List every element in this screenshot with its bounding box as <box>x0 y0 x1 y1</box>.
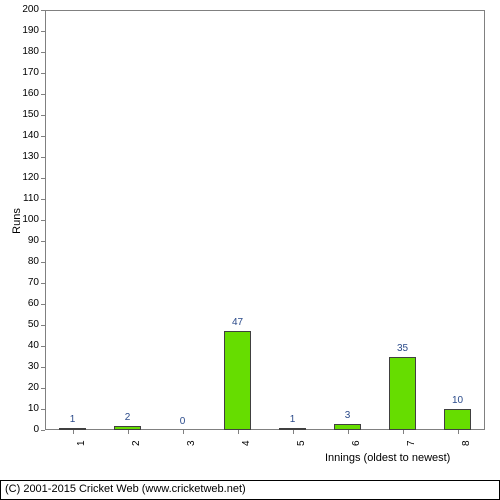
bar-value-label: 10 <box>443 395 473 406</box>
y-tick <box>41 367 45 368</box>
x-tick-label: 1 <box>76 440 87 446</box>
y-tick-label: 160 <box>15 88 39 99</box>
y-tick-label: 70 <box>15 277 39 288</box>
y-tick <box>41 409 45 410</box>
bar <box>444 409 470 430</box>
x-tick <box>458 430 459 434</box>
y-tick <box>41 10 45 11</box>
bar <box>389 357 415 431</box>
bar-value-label: 35 <box>388 343 418 354</box>
y-tick-label: 200 <box>15 4 39 15</box>
bar-value-label: 1 <box>58 414 88 425</box>
y-tick <box>41 325 45 326</box>
y-tick <box>41 31 45 32</box>
y-tick <box>41 94 45 95</box>
y-tick-label: 100 <box>15 214 39 225</box>
x-tick <box>128 430 129 434</box>
y-tick <box>41 136 45 137</box>
x-tick-label: 5 <box>296 440 307 446</box>
y-tick-label: 140 <box>15 130 39 141</box>
bar <box>334 424 360 430</box>
y-tick <box>41 73 45 74</box>
y-tick-label: 90 <box>15 235 39 246</box>
y-tick <box>41 262 45 263</box>
y-tick <box>41 283 45 284</box>
bar <box>224 331 250 430</box>
y-tick-label: 50 <box>15 319 39 330</box>
y-tick <box>41 178 45 179</box>
bar-value-label: 3 <box>333 410 363 421</box>
x-axis-label: Innings (oldest to newest) <box>325 452 450 464</box>
bar <box>59 428 85 430</box>
x-tick-label: 2 <box>131 440 142 446</box>
chart-container: Runs Innings (oldest to newest) 01020304… <box>0 0 500 480</box>
y-tick <box>41 52 45 53</box>
bar-value-label: 2 <box>113 412 143 423</box>
x-tick <box>348 430 349 434</box>
y-tick <box>41 304 45 305</box>
y-tick <box>41 220 45 221</box>
y-tick-label: 180 <box>15 46 39 57</box>
y-tick-label: 190 <box>15 25 39 36</box>
y-tick-label: 10 <box>15 403 39 414</box>
bar <box>279 428 305 430</box>
y-tick <box>41 241 45 242</box>
y-tick-label: 120 <box>15 172 39 183</box>
y-tick <box>41 115 45 116</box>
x-tick <box>238 430 239 434</box>
x-tick-label: 6 <box>351 440 362 446</box>
plot-area <box>45 10 485 430</box>
y-tick-label: 150 <box>15 109 39 120</box>
y-tick-label: 40 <box>15 340 39 351</box>
y-tick-label: 30 <box>15 361 39 372</box>
y-tick-label: 80 <box>15 256 39 267</box>
copyright-text: (C) 2001-2015 Cricket Web (www.cricketwe… <box>0 480 500 500</box>
y-tick-label: 130 <box>15 151 39 162</box>
y-tick-label: 0 <box>15 424 39 435</box>
x-tick <box>73 430 74 434</box>
bar-value-label: 47 <box>223 317 253 328</box>
y-tick <box>41 388 45 389</box>
bar-value-label: 0 <box>168 416 198 427</box>
x-tick-label: 8 <box>461 440 472 446</box>
x-tick <box>293 430 294 434</box>
y-tick-label: 110 <box>15 193 39 204</box>
y-tick <box>41 346 45 347</box>
y-tick-label: 20 <box>15 382 39 393</box>
x-tick-label: 7 <box>406 440 417 446</box>
y-tick <box>41 430 45 431</box>
x-tick <box>403 430 404 434</box>
x-tick-label: 4 <box>241 440 252 446</box>
y-tick-label: 60 <box>15 298 39 309</box>
x-tick-label: 3 <box>186 440 197 446</box>
bar <box>114 426 140 430</box>
y-tick <box>41 199 45 200</box>
bar-value-label: 1 <box>278 414 308 425</box>
y-tick <box>41 157 45 158</box>
x-tick <box>183 430 184 434</box>
y-tick-label: 170 <box>15 67 39 78</box>
